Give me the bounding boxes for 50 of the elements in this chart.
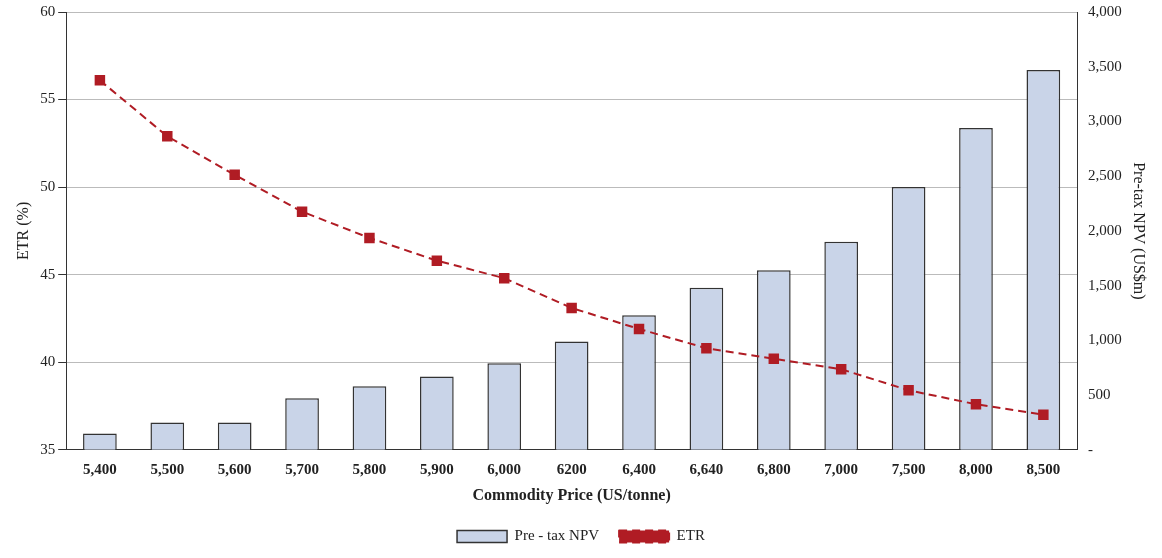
- x-tick-label: 8,500: [1026, 460, 1061, 477]
- point: [364, 232, 375, 244]
- y-tick-label: 35: [40, 440, 56, 457]
- x-tick-label: 5,600: [217, 460, 252, 477]
- y2-tick-label: 4,000: [1088, 2, 1122, 19]
- y2-axis-title: Pre-tax NPV (US$m): [1130, 162, 1149, 300]
- point: [903, 385, 914, 396]
- y-tick-label: 50: [40, 178, 56, 195]
- x-axis-title: Commodity Price (US/tonne): [472, 485, 671, 504]
- y-tick-label: 45: [40, 265, 56, 282]
- point: [1038, 409, 1049, 421]
- y2-tick-label: 3,500: [1088, 57, 1122, 74]
- point: [94, 75, 106, 86]
- point: [498, 272, 510, 284]
- y-tick-label: 60: [40, 2, 56, 19]
- x-tick-label: 5,800: [352, 460, 387, 477]
- x-tick-label: 6,800: [756, 460, 791, 477]
- y2-tick-label: 3,000: [1088, 112, 1122, 129]
- point: [768, 353, 780, 364]
- x-tick-label: 7,000: [824, 460, 859, 477]
- point: [633, 323, 645, 335]
- x-tick-label: 7,500: [891, 460, 926, 477]
- x-tick-label: 5,900: [419, 460, 454, 477]
- y-axis-title: ETR (%): [13, 201, 32, 260]
- y2-tick-label: 1,000: [1088, 331, 1122, 348]
- x-tick-label: 6,640: [689, 460, 724, 477]
- point: [701, 342, 712, 354]
- point: [835, 364, 847, 375]
- legend-label: ETR: [676, 527, 705, 544]
- point: [296, 206, 308, 217]
- y2-tick-label: 1,500: [1088, 276, 1122, 293]
- point: [970, 399, 982, 410]
- point: [229, 169, 240, 181]
- x-tick-label: 5,700: [285, 460, 319, 477]
- point: [431, 255, 443, 266]
- x-tick-label: 5,400: [83, 460, 117, 477]
- y2-tick-label: 2,500: [1088, 167, 1122, 184]
- x-tick-label: 6,000: [487, 460, 522, 477]
- y-tick-label: 40: [40, 353, 56, 370]
- x-tick-label: 5,500: [150, 460, 185, 477]
- x-tick-label: 6,400: [622, 460, 656, 477]
- x-tick-label: 6200: [556, 460, 587, 477]
- y2-tick-label: -: [1088, 440, 1094, 457]
- y2-tick-label: 2,000: [1088, 221, 1122, 238]
- point: [162, 131, 173, 142]
- x-tick-label: 8,000: [959, 460, 993, 477]
- y2-tick-label: 500: [1088, 386, 1111, 403]
- point: [566, 302, 577, 314]
- y-tick-label: 55: [40, 90, 56, 107]
- legend-label: Pre - tax NPV: [514, 527, 600, 544]
